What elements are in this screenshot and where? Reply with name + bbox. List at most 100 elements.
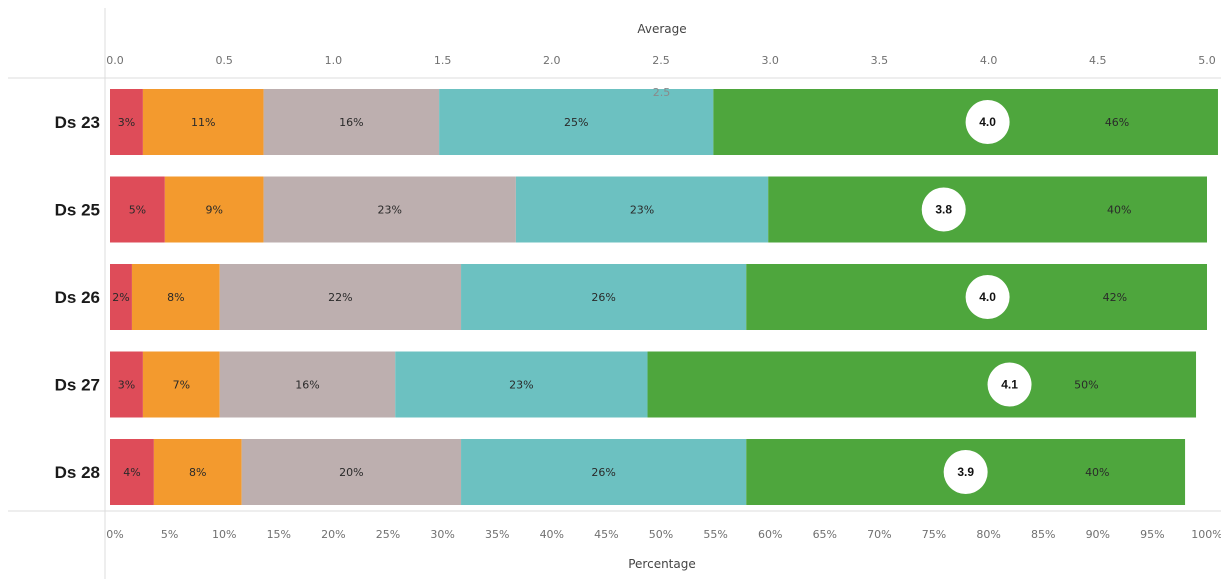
average-label: 3.9	[957, 465, 974, 479]
bottom-tick-label: 20%	[321, 528, 345, 541]
top-tick-label: 3.0	[761, 54, 779, 67]
bar-segment	[110, 89, 143, 155]
average-label: 3.8	[935, 203, 952, 217]
top-tick-label: 4.0	[980, 54, 998, 67]
segment-label: 25%	[564, 116, 588, 129]
bottom-tick-label: 55%	[703, 528, 727, 541]
bar-segment	[110, 176, 165, 243]
bar-segment	[515, 176, 769, 243]
average-marker	[921, 187, 966, 232]
bar-segment	[131, 264, 220, 330]
segment-label: 3%	[118, 116, 135, 129]
bottom-tick-label: 60%	[758, 528, 782, 541]
average-marker	[965, 100, 1010, 144]
bar-segment	[142, 89, 264, 155]
labels-layer: 0.0 0.5 1.0 1.5 2.0 2.5 3.0 3.5 4.0 4.5 5.0 0% 5% 10%…	[55, 54, 1221, 541]
row-label: Ds 26	[55, 288, 100, 307]
top-tick-label: 1.5	[434, 54, 452, 67]
average-marker	[965, 275, 1010, 319]
segment-label: 42%	[1103, 291, 1127, 304]
top-tick-label: 0.0	[106, 54, 124, 67]
bottom-tick-label: 85%	[1031, 528, 1055, 541]
segment-label: 8%	[189, 466, 206, 479]
chart-frame	[8, 8, 1221, 579]
segment-label: 23%	[509, 379, 533, 392]
segment-label: 50%	[1074, 379, 1098, 392]
bottom-axis-title: Percentage	[628, 557, 696, 571]
segment-label: 16%	[339, 116, 363, 129]
row-label: Ds 27	[55, 376, 100, 395]
bar-segment	[219, 351, 396, 418]
segment-label: 8%	[167, 291, 184, 304]
bar-segment	[439, 89, 714, 155]
average-label: 4.0	[979, 290, 996, 304]
segment-label: 5%	[129, 204, 146, 217]
bottom-tick-label: 75%	[922, 528, 946, 541]
bottom-tick-label: 35%	[485, 528, 509, 541]
top-tick-label: 2.0	[543, 54, 561, 67]
average-label: 4.0	[979, 115, 996, 129]
bottom-tick-label: 65%	[813, 528, 837, 541]
segment-label: 9%	[205, 204, 222, 217]
bar-segment	[219, 264, 462, 330]
segment-label: 16%	[295, 379, 319, 392]
segment-label: 26%	[591, 291, 615, 304]
top-tick-label: 3.5	[871, 54, 889, 67]
top-tick-label: 4.5	[1089, 54, 1107, 67]
bar-segment	[110, 439, 154, 505]
bottom-tick-label: 0%	[106, 528, 123, 541]
row-label: Ds 28	[55, 463, 100, 482]
average-label: 4.1	[1001, 378, 1018, 392]
bottom-tick-label: 95%	[1140, 528, 1164, 541]
segment-label: 23%	[378, 204, 402, 217]
bottom-tick-label: 90%	[1086, 528, 1110, 541]
bar-segment	[263, 89, 440, 155]
bottom-tick-label: 70%	[867, 528, 891, 541]
segment-label: 40%	[1085, 466, 1109, 479]
top-tick-label: 0.5	[215, 54, 233, 67]
bottom-tick-label: 15%	[267, 528, 291, 541]
bottom-tick-label: 40%	[540, 528, 564, 541]
bottom-tick-label: 50%	[649, 528, 673, 541]
bar-segment	[142, 351, 220, 418]
bars-layer	[110, 89, 1218, 505]
bar-segment	[461, 439, 747, 505]
bar-segment	[153, 439, 242, 505]
bar-segment	[647, 351, 1197, 418]
segment-label: 40%	[1107, 204, 1131, 217]
bottom-tick-label: 45%	[594, 528, 618, 541]
segment-label: 2%	[112, 291, 129, 304]
bar-segment	[461, 264, 747, 330]
segment-label: 4%	[123, 466, 140, 479]
reference-label: 2.5	[653, 86, 671, 99]
bar-segment	[241, 439, 462, 505]
segment-label: 22%	[328, 291, 352, 304]
row-label: Ds 25	[55, 201, 100, 220]
bottom-tick-label: 30%	[430, 528, 454, 541]
average-marker	[987, 362, 1032, 407]
top-tick-label: 2.5	[652, 54, 670, 67]
bottom-tick-label: 10%	[212, 528, 236, 541]
top-tick-label: 1.0	[325, 54, 343, 67]
segment-label: 46%	[1105, 116, 1129, 129]
bottom-tick-label: 25%	[376, 528, 400, 541]
segment-label: 7%	[173, 379, 190, 392]
bottom-tick-label: 100%	[1191, 528, 1221, 541]
bar-segment	[110, 351, 143, 418]
segment-label: 3%	[118, 379, 135, 392]
segment-label: 20%	[339, 466, 363, 479]
bar-segment	[263, 176, 516, 243]
bottom-tick-label: 5%	[161, 528, 178, 541]
bar-segment	[110, 264, 132, 330]
top-axis-title: Average	[637, 22, 686, 36]
segment-label: 26%	[591, 466, 615, 479]
segment-label: 23%	[630, 204, 654, 217]
row-label: Ds 23	[55, 113, 100, 132]
bar-segment	[395, 351, 648, 418]
top-tick-label: 5.0	[1198, 54, 1216, 67]
segment-label: 11%	[191, 116, 215, 129]
bar-segment	[164, 176, 264, 243]
bottom-tick-label: 80%	[976, 528, 1000, 541]
bar-segment	[768, 176, 1207, 243]
